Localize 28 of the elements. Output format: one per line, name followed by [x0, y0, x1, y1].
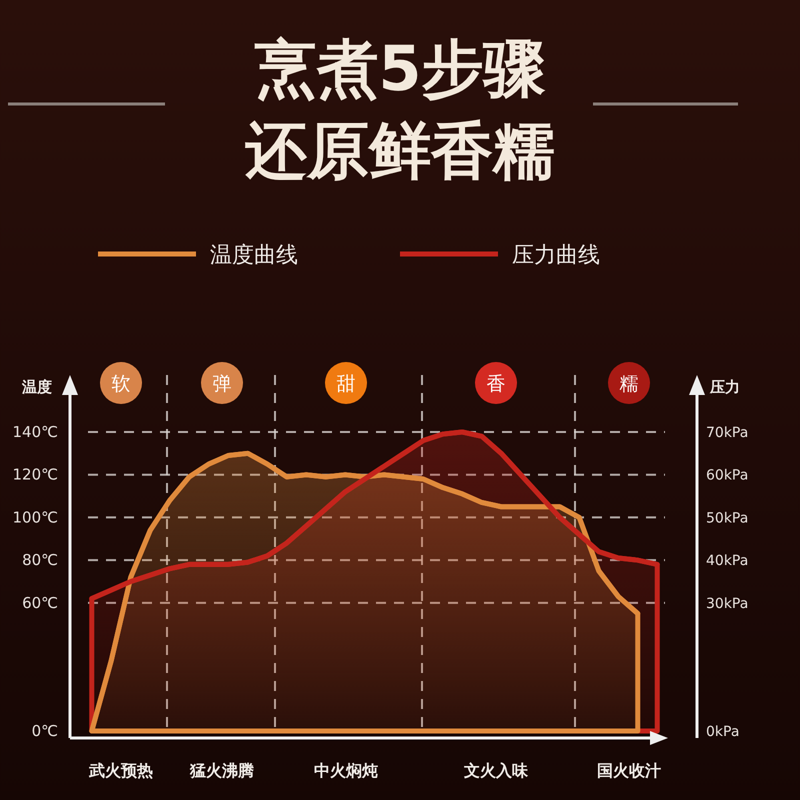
y2-tick-label: 50kPa — [706, 510, 748, 526]
y-tick-label: 140℃ — [12, 423, 58, 441]
y-tick-label: 60℃ — [22, 594, 58, 612]
text: 文火入味 — [463, 761, 529, 780]
y-tick-label: 120℃ — [12, 466, 58, 484]
y-axis-title: 温度 — [21, 378, 52, 396]
legend-label: 压力曲线 — [512, 243, 600, 268]
y2-axis-title: 压力 — [709, 378, 740, 396]
y-tick-label: 100℃ — [12, 508, 58, 526]
text: 糯 — [620, 373, 638, 395]
y2-tick-label: 40kPa — [706, 553, 748, 570]
chart-title: 烹煮5步骤 — [254, 32, 546, 105]
text: 弹 — [212, 373, 232, 395]
legend-label: 温度曲线 — [210, 243, 298, 268]
text: 猛火沸腾 — [189, 761, 254, 780]
text: 武火预热 — [88, 761, 153, 780]
text: 香 — [486, 373, 506, 395]
y2-tick-label: 70kPa — [706, 425, 748, 441]
y-tick-label: 80℃ — [22, 551, 58, 570]
text: 甜 — [336, 373, 356, 395]
text: 中火焖炖 — [314, 761, 378, 780]
text: 软 — [112, 373, 130, 395]
y2-tick-label: 0kPa — [706, 724, 740, 740]
y-tick-label: 0℃ — [32, 722, 58, 740]
y2-tick-label: 60kPa — [706, 468, 748, 484]
y2-tick-label: 30kPa — [706, 596, 748, 612]
text: 国火收汁 — [597, 761, 661, 780]
chart-subtitle: 还原鲜香糯 — [245, 114, 555, 187]
